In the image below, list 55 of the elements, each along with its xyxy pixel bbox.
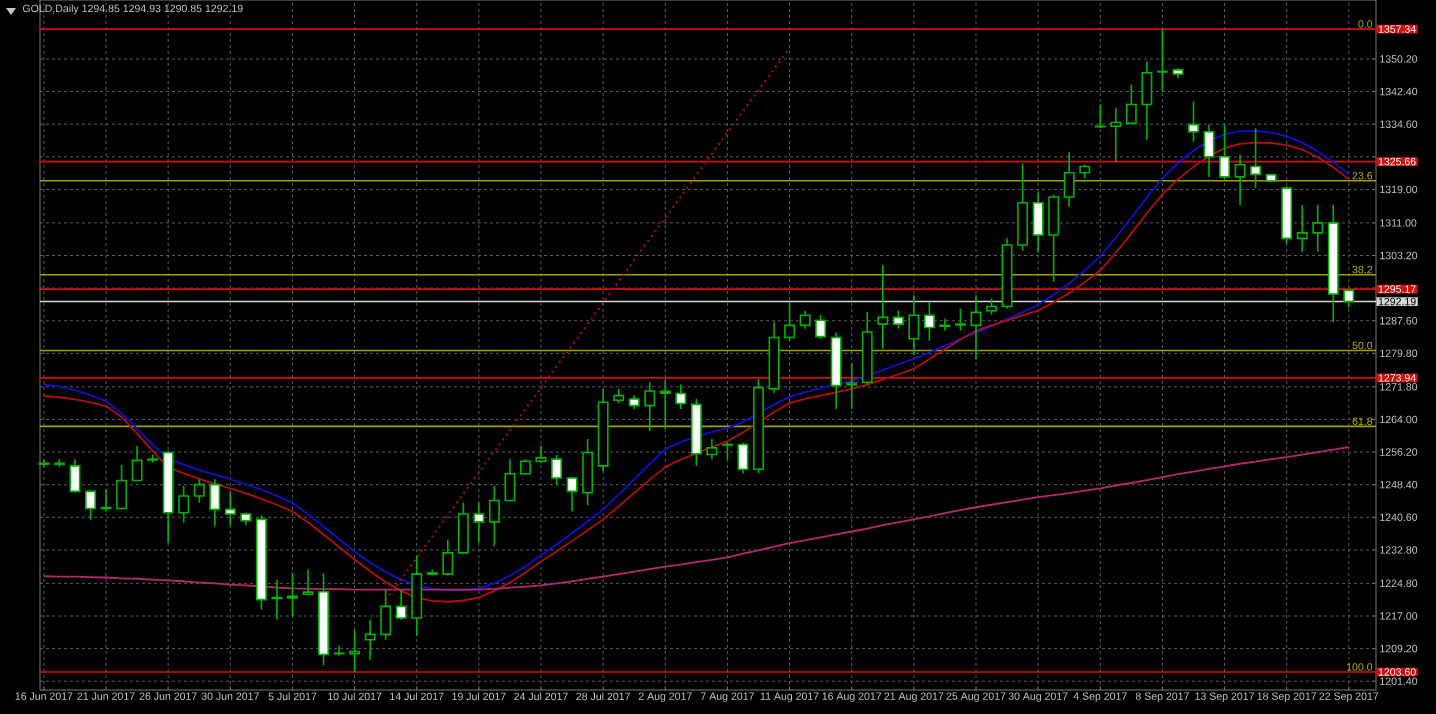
candlestick xyxy=(457,501,469,555)
candlestick xyxy=(877,264,889,350)
candlestick xyxy=(333,644,345,657)
candlestick xyxy=(504,458,516,503)
candlestick xyxy=(923,301,935,342)
candlestick xyxy=(1032,191,1044,254)
candlestick xyxy=(178,485,190,524)
candlestick xyxy=(1125,83,1137,125)
candlestick xyxy=(706,438,718,460)
candlestick xyxy=(395,588,407,621)
line-series xyxy=(384,46,791,602)
candlestick xyxy=(908,294,920,356)
candlestick xyxy=(1017,162,1029,252)
candlestick xyxy=(644,381,656,432)
candlestick xyxy=(1219,123,1231,179)
candlestick xyxy=(675,383,687,410)
candlestick xyxy=(69,458,81,494)
candlestick xyxy=(954,307,966,332)
candlestick xyxy=(286,572,298,618)
candlestick xyxy=(1188,100,1199,143)
candlestick xyxy=(380,588,392,641)
candlestick xyxy=(488,485,500,547)
candlestick xyxy=(209,478,221,527)
candlestick xyxy=(1156,28,1168,93)
candlestick xyxy=(1312,204,1324,253)
candlestick xyxy=(193,478,205,504)
candlestick xyxy=(1048,193,1060,283)
candlestick xyxy=(442,538,454,577)
candlestick xyxy=(116,464,128,511)
candlestick xyxy=(582,438,594,506)
candlestick xyxy=(551,454,563,486)
candlestick xyxy=(1296,204,1308,253)
candlestick xyxy=(1110,107,1122,163)
candlestick xyxy=(302,568,314,597)
candlestick xyxy=(659,378,671,430)
candlestick xyxy=(784,301,796,342)
candlestick xyxy=(846,362,858,410)
candlestick xyxy=(1094,103,1106,129)
candlestick xyxy=(224,490,236,527)
candlestick xyxy=(364,618,376,661)
candlestick xyxy=(1234,153,1246,206)
candlestick xyxy=(1141,60,1153,141)
candlestick xyxy=(566,476,578,513)
candlestick xyxy=(411,555,423,637)
candlestick xyxy=(1203,123,1215,178)
candlestick xyxy=(939,317,951,332)
candlestick xyxy=(85,489,96,521)
candlestick xyxy=(737,442,749,475)
candlestick xyxy=(271,578,283,621)
candlestick xyxy=(815,314,827,340)
candlestick xyxy=(1250,127,1262,189)
candlestick xyxy=(1063,150,1075,208)
candlestick xyxy=(38,458,50,468)
candlestick xyxy=(473,501,485,544)
candlestick xyxy=(131,444,143,483)
